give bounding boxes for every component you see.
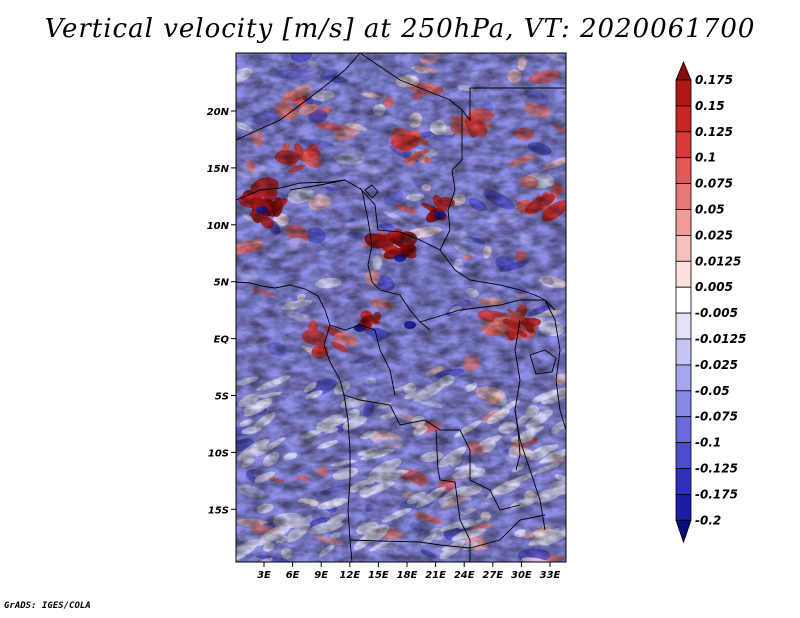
border-south [349, 514, 546, 549]
colorbar-segment [675, 157, 692, 184]
colorbar-segment [675, 79, 692, 107]
colorbar-segment [675, 183, 692, 210]
lon-label: 12E [339, 570, 360, 581]
border-sudan [461, 87, 566, 122]
country-borders [236, 53, 566, 562]
colorbar-label: -0.1 [695, 436, 721, 450]
velocity-field-map [236, 53, 566, 562]
field-texture [236, 53, 566, 562]
colorbar-label: 0.15 [695, 99, 725, 113]
border-chad-sudan [439, 189, 456, 251]
border-niger-nigeria [236, 179, 346, 201]
colorbar-segment [675, 338, 692, 366]
colorbar-label: 0.05 [695, 203, 725, 217]
lat-label: EQ [214, 335, 230, 346]
colorbar-label: 0.075 [695, 177, 733, 191]
lat-label: 5N [214, 278, 230, 289]
colorbar-segment [675, 442, 692, 469]
colorbar-label: 0.0125 [695, 254, 741, 268]
lat-label: 15S [208, 505, 229, 516]
colorbar-label: 0.005 [695, 280, 733, 294]
lon-label: 15E [368, 570, 389, 581]
colorbar-label: -0.0125 [695, 332, 746, 346]
colorbar-label: -0.05 [695, 384, 730, 398]
colorbar-segment [675, 493, 692, 521]
colorbar-segment [675, 416, 692, 444]
coastline-west [236, 281, 353, 562]
lat-label: 10S [208, 448, 229, 459]
map-frame [235, 52, 567, 563]
border-congo-gabon [329, 324, 396, 396]
colorbar-segment [675, 468, 692, 495]
colorbar-label: 0.025 [695, 228, 733, 242]
colorbar-segment [675, 390, 692, 418]
colorbar-segment [675, 234, 692, 262]
chart-title: Vertical velocity [m/s] at 250hPa, VT: 2… [44, 14, 756, 44]
colorbar-label: -0.2 [695, 513, 721, 527]
lake-tanganyika [514, 409, 521, 471]
lon-label: 9E [314, 570, 328, 581]
colorbar-label: 0.1 [695, 151, 716, 165]
colorbar-label: -0.025 [695, 358, 738, 372]
border-drc-angola [343, 394, 521, 511]
lake-victoria [529, 349, 557, 375]
lon-label: 33E [540, 570, 561, 581]
lon-label: 27E [482, 570, 503, 581]
credit-text: GrADS: IGES/COLA [4, 601, 91, 611]
colorbar-bottom-arrow [675, 519, 692, 544]
colorbar-label: 0.125 [695, 125, 733, 139]
colorbar-segment [675, 260, 692, 288]
colorbar-top-arrow [675, 60, 692, 81]
colorbar-segment [675, 286, 692, 314]
colorbar-label: -0.075 [695, 410, 738, 424]
latitude-axis: 20N 15N 10N 5N EQ 5S 10S 15S [207, 107, 236, 516]
border-drc-north [419, 299, 556, 323]
lat-label: 20N [207, 107, 230, 118]
colorbar: 0.175 0.15 0.125 0.1 0.075 0.05 0.025 0.0125 0.0… [675, 60, 746, 544]
lat-label: 10N [207, 221, 230, 232]
colorbar-segment [675, 131, 692, 159]
colorbar-label: -0.125 [695, 462, 738, 476]
colorbar-segment [675, 312, 692, 340]
lat-label: 15N [207, 164, 230, 175]
colorbar-label: 0.175 [695, 73, 733, 87]
colorbar-label: -0.175 [695, 487, 738, 501]
lon-label: 21E [425, 570, 446, 581]
lat-label: 5S [215, 392, 229, 403]
lake-chad [364, 184, 379, 199]
colorbar-label: -0.005 [695, 306, 738, 320]
lon-label: 6E [286, 570, 300, 581]
lon-label: 18E [397, 570, 418, 581]
lon-label: 30E [511, 570, 532, 581]
border-chad-car [359, 187, 546, 301]
colorbar-segment [675, 105, 692, 133]
lon-label: 3E [257, 570, 271, 581]
border-angola-zambia [435, 429, 471, 562]
border-niger-algeria [236, 53, 361, 141]
longitude-axis: 3E 6E 9E 12E 15E 18E 21E 24E 27E 30E 33E [257, 562, 561, 581]
colorbar-segment [675, 209, 692, 236]
lon-label: 24E [454, 570, 475, 581]
border-far-east [544, 299, 566, 431]
colorbar-segment [675, 364, 692, 392]
